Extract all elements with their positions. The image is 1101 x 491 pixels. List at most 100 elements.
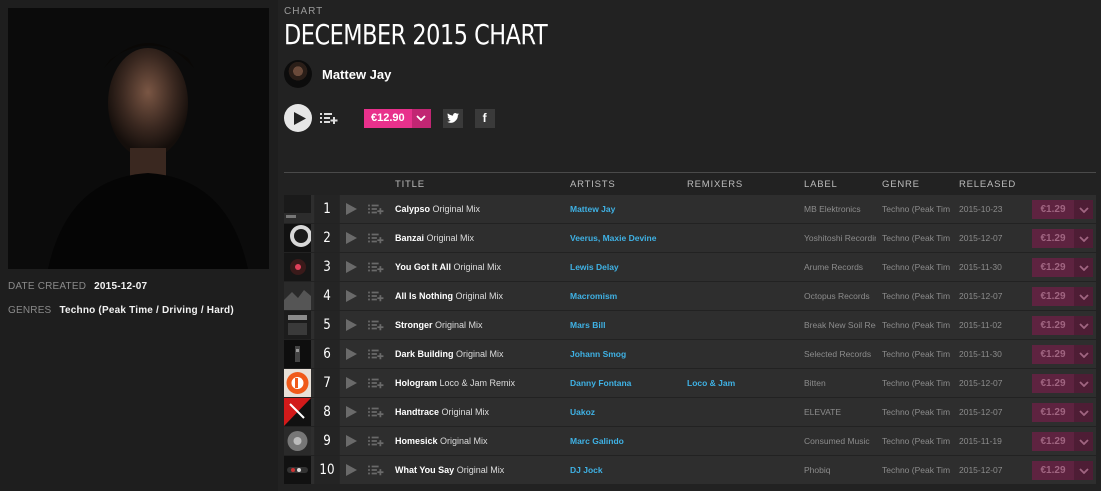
column-artists[interactable]: ARTISTS [570,179,616,190]
chevron-down-icon[interactable] [1074,345,1093,364]
track-mix[interactable]: Original Mix [426,233,475,243]
track-artists[interactable]: Mattew Jay [570,204,616,214]
track-genre[interactable]: Techno (Peak Time / Driving / Hard) [882,233,950,243]
chevron-down-icon[interactable] [1074,229,1093,248]
play-icon[interactable] [346,406,357,418]
track-mix[interactable]: Original Mix [456,465,505,475]
column-remixers[interactable]: REMIXERS [687,179,744,190]
track-price-label[interactable]: €1.29 [1032,432,1074,451]
track-artists[interactable]: Lewis Delay [570,262,619,272]
chevron-down-icon[interactable] [411,108,431,128]
chevron-down-icon[interactable] [1074,403,1093,422]
column-released[interactable]: RELEASED [959,179,1017,190]
table-row[interactable]: 4 All Is Nothing Original Mix Macromism … [284,282,1096,310]
track-title-cell[interactable]: Dark Building Original Mix [395,340,504,368]
facebook-share-button[interactable]: f [474,108,495,128]
track-genre[interactable]: Techno (Peak Time / Driving / Hard) [882,407,950,417]
chevron-down-icon[interactable] [1074,316,1093,335]
track-title[interactable]: What You Say [395,465,455,475]
track-price-label[interactable]: €1.29 [1032,229,1074,248]
track-price-button[interactable]: €1.29 [1032,316,1093,335]
add-to-queue-icon[interactable] [368,260,384,274]
track-price-label[interactable]: €1.29 [1032,316,1074,335]
track-title-cell[interactable]: You Got It All Original Mix [395,253,501,281]
add-to-queue-icon[interactable] [368,405,384,419]
play-icon[interactable] [346,261,357,273]
track-artists[interactable]: Uakoz [570,407,596,417]
play-icon[interactable] [346,232,357,244]
chart-price-button[interactable]: €12.90 [364,108,431,128]
track-mix[interactable]: Original Mix [441,407,490,417]
chevron-down-icon[interactable] [1074,287,1093,306]
track-genre[interactable]: Techno (Peak Time / Driving / Hard) [882,320,950,330]
play-icon[interactable] [346,290,357,302]
track-price-label[interactable]: €1.29 [1032,345,1074,364]
track-artists[interactable]: DJ Jock [570,465,603,475]
track-price-label[interactable]: €1.29 [1032,200,1074,219]
twitter-share-button[interactable] [442,108,463,128]
track-artists[interactable]: Marc Galindo [570,436,624,446]
track-artwork[interactable] [284,224,312,252]
column-label[interactable]: LABEL [804,179,838,190]
track-label[interactable]: Selected Records [804,349,872,359]
track-title-cell[interactable]: What You Say Original Mix [395,456,504,484]
add-to-queue-icon[interactable] [320,110,338,126]
track-title[interactable]: Dark Building [395,349,454,359]
track-title-cell[interactable]: All Is Nothing Original Mix [395,282,503,310]
play-icon[interactable] [346,203,357,215]
track-label[interactable]: Octopus Records [804,291,870,301]
track-artwork[interactable] [284,253,311,281]
track-title[interactable]: Banzai [395,233,425,243]
play-icon[interactable] [346,377,357,389]
track-genre[interactable]: Techno (Peak Time / Driving / Hard) [882,291,950,301]
track-title[interactable]: Hologram [395,378,438,388]
track-title[interactable]: Calypso [395,204,431,214]
track-label[interactable]: Consumed Music [804,436,870,446]
add-to-queue-icon[interactable] [368,376,384,390]
track-artwork[interactable] [284,282,311,310]
track-label[interactable]: MB Elektronics [804,204,861,214]
track-title-cell[interactable]: Handtrace Original Mix [395,398,489,426]
track-artwork[interactable] [284,456,311,484]
track-mix[interactable]: Original Mix [435,320,483,330]
track-title[interactable]: You Got It All [395,262,451,272]
avatar[interactable] [284,60,312,88]
genres-value[interactable]: Techno (Peak Time / Driving / Hard) [59,305,234,316]
track-artwork[interactable] [284,427,311,455]
play-icon[interactable] [346,319,357,331]
add-to-queue-icon[interactable] [368,202,384,216]
table-row[interactable]: 10 What You Say Original Mix DJ Jock Pho… [284,456,1096,484]
add-to-queue-icon[interactable] [368,289,384,303]
play-icon[interactable] [346,435,357,447]
track-artists[interactable]: Macromism [570,291,618,301]
play-chart-button[interactable] [284,104,312,132]
add-to-queue-icon[interactable] [368,318,384,332]
track-title[interactable]: Homesick [395,436,438,446]
track-price-button[interactable]: €1.29 [1032,200,1093,219]
table-row[interactable]: 9 Homesick Original Mix Marc Galindo Con… [284,427,1096,455]
table-row[interactable]: 7 Hologram Loco & Jam Remix Danny Fontan… [284,369,1096,397]
chevron-down-icon[interactable] [1074,374,1093,393]
add-to-queue-icon[interactable] [368,434,384,448]
track-price-button[interactable]: €1.29 [1032,461,1093,480]
track-mix[interactable]: Loco & Jam Remix [439,378,516,388]
track-remixers[interactable]: Loco & Jam [687,378,736,388]
track-artwork[interactable] [284,369,311,397]
track-price-button[interactable]: €1.29 [1032,287,1093,306]
track-price-button[interactable]: €1.29 [1032,374,1093,393]
track-mix[interactable]: Original Mix [440,436,488,446]
track-genre[interactable]: Techno (Peak Time / Driving / Hard) [882,262,950,272]
chevron-down-icon[interactable] [1074,200,1093,219]
track-label[interactable]: Arume Records [804,262,864,272]
track-genre[interactable]: Techno (Peak Time / Driving / Hard) [882,436,950,446]
track-title-cell[interactable]: Stronger Original Mix [395,311,483,339]
chart-price-label[interactable]: €12.90 [364,108,412,128]
track-price-label[interactable]: €1.29 [1032,287,1074,306]
add-to-queue-icon[interactable] [368,463,384,477]
track-price-label[interactable]: €1.29 [1032,258,1074,277]
track-price-label[interactable]: €1.29 [1032,461,1074,480]
table-row[interactable]: 3 You Got It All Original Mix Lewis Dela… [284,253,1096,281]
track-title-cell[interactable]: Homesick Original Mix [395,427,488,455]
chevron-down-icon[interactable] [1074,258,1093,277]
table-row[interactable]: 8 Handtrace Original Mix Uakoz ELEVATE T… [284,398,1096,426]
